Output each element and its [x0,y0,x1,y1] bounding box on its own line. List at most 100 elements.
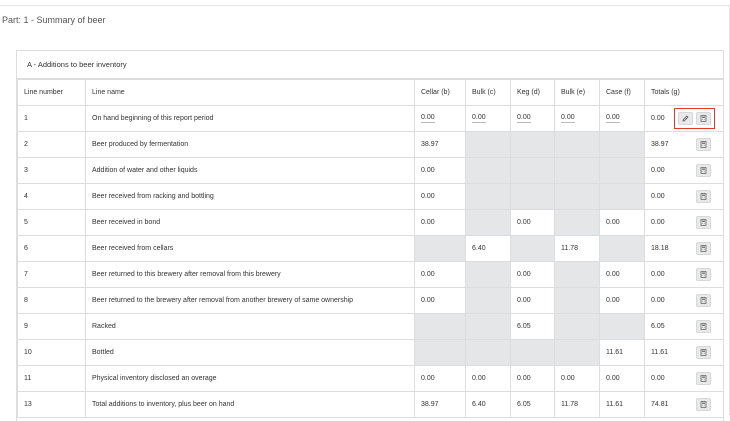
disabled-cell [554,183,600,210]
column-header: Line name [85,79,415,106]
calculator-button[interactable] [696,164,711,177]
table-cell: 0.00 [510,365,555,392]
total-value: 0.00 [651,271,665,278]
total-cell: 0.00 [651,370,723,387]
table-cell: 0.00 [644,287,724,314]
table-cell: 18.18 [644,235,724,262]
row-actions [674,108,715,129]
table-cell: 0.00 [644,157,724,184]
total-cell: 0.00 [651,162,723,179]
table-cell: 11.61 [644,339,724,366]
calculator-button[interactable] [696,372,711,385]
table-cell: 0.00 [414,287,466,314]
row-actions [694,136,713,153]
total-value: 11.61 [651,349,668,356]
table-cell: 0.00 [599,105,645,132]
row-actions [694,214,713,231]
table-row: 10 Bottled 11.61 11.61 [17,339,724,366]
disabled-cell [465,209,511,236]
edit-button[interactable] [678,112,693,125]
disabled-cell [599,157,645,184]
total-cell: 6.05 [651,318,723,335]
disabled-cell [414,235,466,262]
table-row: 6 Beer received from cellars 6.40 11.78 18.1… [17,235,724,262]
disabled-cell [599,183,645,210]
table-cell: 11.61 [599,339,645,366]
disabled-cell [599,235,645,262]
calculator-button[interactable] [696,294,711,307]
total-value: 0.00 [651,115,665,122]
table-row: 7 Beer returned to this brewery after rem… [17,261,724,288]
table-cell: 0.00 [510,287,555,314]
input-value[interactable]: 0.00 [517,114,531,123]
row-actions [694,240,713,257]
table-cell: 8 [17,287,86,314]
input-value[interactable]: 0.00 [421,114,435,123]
calc-glyph [700,323,707,330]
calculator-button[interactable] [696,216,711,229]
column-header: Bulk (e) [554,79,600,106]
disabled-cell [465,261,511,288]
input-value[interactable]: 0.00 [606,114,620,123]
table-cell: 0.00 [414,261,466,288]
disabled-cell [510,339,555,366]
total-cell: 74.81 [651,396,723,413]
disabled-cell [554,339,600,366]
row-actions [694,292,713,309]
table-cell: Beer received in bond [85,209,415,236]
total-cell: 11.61 [651,344,723,361]
input-value[interactable]: 0.00 [561,114,575,123]
total-cell: 0.00 [651,292,723,309]
disabled-cell [554,261,600,288]
table-cell: 0.00 [644,183,724,210]
calculator-button[interactable] [696,346,711,359]
table-cell: 0.00 [465,105,511,132]
row-actions [694,344,713,361]
calculator-button[interactable] [696,268,711,281]
table-cell: On hand beginning of this report period [85,105,415,132]
disabled-cell [465,131,511,158]
table-cell: Racked [85,313,415,340]
input-value[interactable]: 0.00 [472,114,486,123]
calculator-button[interactable] [696,190,711,203]
table-row: 1 On hand beginning of this report period… [17,105,724,132]
disabled-cell [414,339,466,366]
calculator-button[interactable] [696,398,711,411]
table-cell: 2 [17,131,86,158]
table-cell: 11.78 [554,235,600,262]
calc-glyph [700,297,707,304]
table-cell: 0.00 [644,365,724,392]
calculator-button[interactable] [696,112,711,125]
table-cell: 38.97 [414,131,466,158]
section-title: A - Additions to beer inventory [17,51,723,79]
row-actions [694,396,713,413]
table-cell: Addition of water and other liquids [85,157,415,184]
table-cell: Beer received from racking and bottling [85,183,415,210]
table-cell: Physical inventory disclosed an overage [85,365,415,392]
table-cell: 0.00 [644,261,724,288]
disabled-cell [510,157,555,184]
calculator-button[interactable] [696,320,711,333]
column-header: Bulk (c) [465,79,511,106]
calculator-button[interactable] [696,138,711,151]
calc-glyph [700,141,707,148]
column-header: Keg (d) [510,79,555,106]
disabled-cell [465,183,511,210]
disabled-cell [465,287,511,314]
table-cell: 7 [17,261,86,288]
disabled-cell [510,235,555,262]
calculator-button[interactable] [696,242,711,255]
column-header: Cellar (b) [414,79,466,106]
disabled-cell [554,287,600,314]
table-cell: 5 [17,209,86,236]
edit-glyph [682,115,689,122]
table-cell: 10 [17,339,86,366]
table-cell: Beer produced by fermentation [85,131,415,158]
row-actions [694,162,713,179]
table-cell: 0.00 [599,287,645,314]
disabled-cell [554,209,600,236]
calc-glyph [700,375,707,382]
table-row: 9 Racked 6.05 6.05 [17,313,724,340]
total-value: 18.18 [651,245,669,252]
disabled-cell [510,131,555,158]
